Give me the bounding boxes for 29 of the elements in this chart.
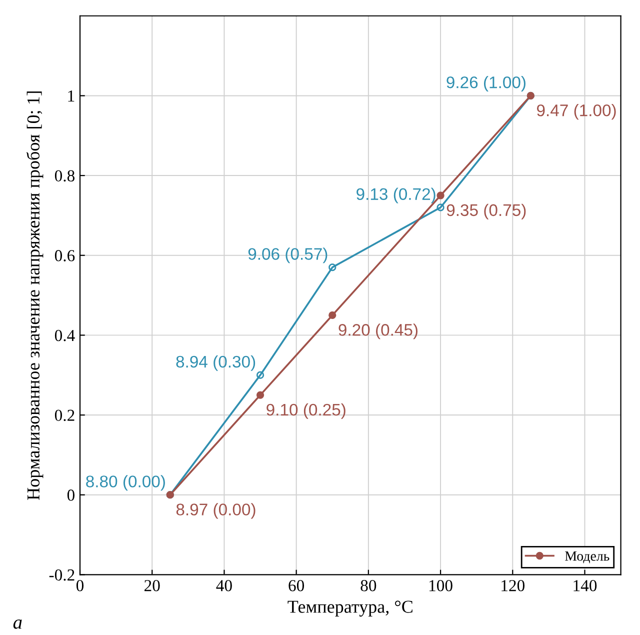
y-tick-label: 0.2 [54, 410, 74, 422]
data-label: 9.26 (1.00) [446, 76, 526, 92]
y-tick-label: 0.4 [54, 330, 75, 342]
data-label: 9.13 (0.72) [356, 188, 436, 204]
data-label: 9.35 (0.75) [446, 204, 526, 220]
x-tick-label: 60 [288, 580, 304, 592]
data-label: 9.06 (0.57) [248, 248, 328, 264]
x-axis-title: Температура, °C [288, 600, 412, 617]
data-label: 8.97 (0.00) [176, 503, 256, 519]
text: а [13, 619, 22, 629]
x-tick-label: 0 [76, 580, 84, 592]
x-tick-label: 80 [360, 580, 376, 592]
data-label: 9.20 (0.45) [338, 324, 418, 340]
x-tick-label: 40 [216, 580, 232, 592]
y-tick-label: 1 [68, 90, 74, 102]
x-tick-label: 140 [574, 580, 597, 592]
x-tick-label: 20 [144, 580, 160, 592]
y-axis-title: Нормализованное значение напряжения пробоя [0; 1] [26, 91, 44, 500]
data-label: 9.10 (0.25) [266, 403, 346, 419]
x-tick-label: 120 [502, 580, 525, 592]
data-label: 8.80 (0.00) [86, 475, 165, 491]
y-tick-label: 0 [67, 490, 75, 501]
y-tick-label: 0.8 [54, 170, 75, 182]
legend-label: Модель [565, 552, 610, 564]
y-tick-label: -0.2 [49, 569, 74, 581]
data-label: 9.47 (1.00) [537, 104, 616, 120]
x-tick-label: 100 [430, 580, 452, 592]
data-label: 8.94 (0.30) [176, 355, 256, 371]
y-tick-label: 0.6 [54, 250, 75, 262]
